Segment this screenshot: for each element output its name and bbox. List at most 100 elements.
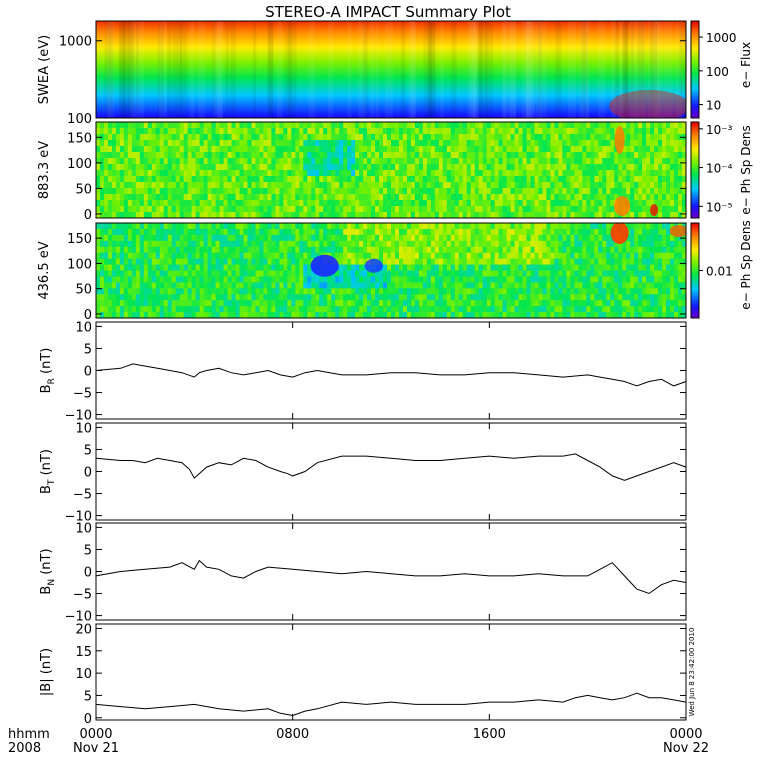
spectrogram-cell <box>307 134 312 141</box>
spectrogram-cell <box>327 276 332 283</box>
spectrogram-cell <box>666 164 671 171</box>
spectrogram-cell <box>291 182 296 189</box>
spectrogram-cell <box>638 306 643 313</box>
spectrogram-cell <box>179 212 185 218</box>
spectrogram-cell <box>231 176 237 183</box>
spectrogram-cell <box>570 223 575 230</box>
spectrogram-cell <box>115 258 121 266</box>
spectrogram-cell <box>462 306 468 313</box>
spectrogram-cell <box>227 158 233 165</box>
spectrogram-cell <box>486 246 492 254</box>
spectrogram-cell <box>243 276 249 283</box>
spectrogram-cell <box>107 188 113 195</box>
spectrogram-cell <box>371 152 376 159</box>
spectrogram-cell <box>534 176 540 183</box>
spectrogram-texture <box>347 21 352 118</box>
spectrogram-cell <box>422 122 428 129</box>
spectrogram-cell <box>670 288 675 295</box>
spectrogram-cell <box>410 182 416 189</box>
spectrogram-cell <box>215 146 221 153</box>
spectrogram-cell <box>327 288 332 295</box>
spectrogram-cell <box>394 176 400 183</box>
spectrogram-cell <box>438 228 444 236</box>
spectrogram-cell <box>558 294 564 301</box>
spectrogram-cell <box>311 182 316 189</box>
spectrogram-cell <box>606 258 611 266</box>
spectrogram-cell <box>199 234 205 242</box>
spectrogram-cell <box>96 182 101 189</box>
spectrogram-cell <box>267 228 273 236</box>
spectrogram-cell <box>111 182 117 189</box>
spectrogram-cell <box>107 176 113 183</box>
spectrogram-cell <box>319 170 324 177</box>
spectrogram-cell <box>414 288 420 295</box>
spectrogram-cell <box>610 270 615 278</box>
spectrogram-cell <box>658 152 663 159</box>
y-tick-label: 0 <box>84 466 92 481</box>
spectrogram-cell <box>398 282 404 289</box>
spectrogram-cell <box>562 300 568 307</box>
spectrogram-cell <box>383 152 388 159</box>
spectrogram-cell <box>626 152 631 159</box>
spectrogram-cell <box>478 122 484 129</box>
spectrogram-cell <box>458 282 464 289</box>
spectrogram-cell <box>155 252 161 260</box>
spectrogram-cell <box>383 228 388 236</box>
spectrogram-cell <box>271 122 276 129</box>
spectrogram-cell <box>458 134 464 141</box>
spectrogram-cell <box>271 212 276 218</box>
spectrogram-cell <box>570 312 575 318</box>
spectrogram-cell <box>578 134 583 141</box>
spectrogram-cell <box>662 188 667 195</box>
spectrogram-cell <box>650 288 655 295</box>
spectrogram-cell <box>283 288 288 295</box>
spectrogram-cell <box>311 194 316 201</box>
spectrogram-cell <box>243 152 249 159</box>
spectrogram-cell <box>614 306 619 313</box>
spectrogram-cell <box>474 194 480 201</box>
spectrogram-cell <box>167 306 173 313</box>
spectrogram-cell <box>674 206 679 213</box>
spectrogram-cell <box>363 206 368 213</box>
spectrogram-cell <box>590 300 595 307</box>
spectrogram-cell <box>271 300 276 307</box>
spectrogram-cell <box>163 212 169 218</box>
spectrogram-cell <box>582 312 587 318</box>
spectrogram-cell <box>666 252 671 260</box>
spectrogram-cell <box>478 288 484 295</box>
spectrogram-cell <box>638 164 643 171</box>
spectrogram-cell <box>674 134 679 141</box>
spectrogram-cell <box>534 122 540 129</box>
spectrogram-cell <box>179 252 185 260</box>
spectrogram-cell <box>287 288 292 295</box>
spectrogram-cell <box>414 223 420 230</box>
y-axis-label: BT (nT) <box>39 449 57 494</box>
spectrogram-cell <box>147 128 153 135</box>
spectrogram-cell <box>430 206 436 213</box>
spectrogram-cell <box>546 258 552 266</box>
spectrogram-cell <box>151 240 157 248</box>
spectrogram-cell <box>391 258 396 266</box>
spectrogram-cell <box>546 146 552 153</box>
spectrogram-cell <box>574 312 579 318</box>
spectrogram-cell <box>391 234 396 242</box>
spectrogram-cell <box>642 194 647 201</box>
spectrogram-cell <box>211 234 217 242</box>
spectrogram-cell <box>123 176 129 183</box>
spectrogram-cell <box>315 282 320 289</box>
spectrogram-cell <box>239 252 245 260</box>
spectrogram-cell <box>163 134 169 141</box>
spectrogram-cell <box>434 312 440 318</box>
spectrogram-cell <box>371 252 376 260</box>
spectrogram-cell <box>139 206 145 213</box>
spectrogram-cell <box>203 176 209 183</box>
spectrogram-cell <box>678 240 683 248</box>
spectrogram-cell <box>674 170 679 177</box>
spectrogram-cell <box>666 288 671 295</box>
spectrogram-cell <box>175 158 181 165</box>
spectrogram-cell <box>454 170 460 177</box>
spectrogram-texture <box>585 21 589 118</box>
spectrogram-cell <box>670 212 675 218</box>
spectrogram-cell <box>458 152 464 159</box>
spectrogram-cell <box>115 246 121 254</box>
